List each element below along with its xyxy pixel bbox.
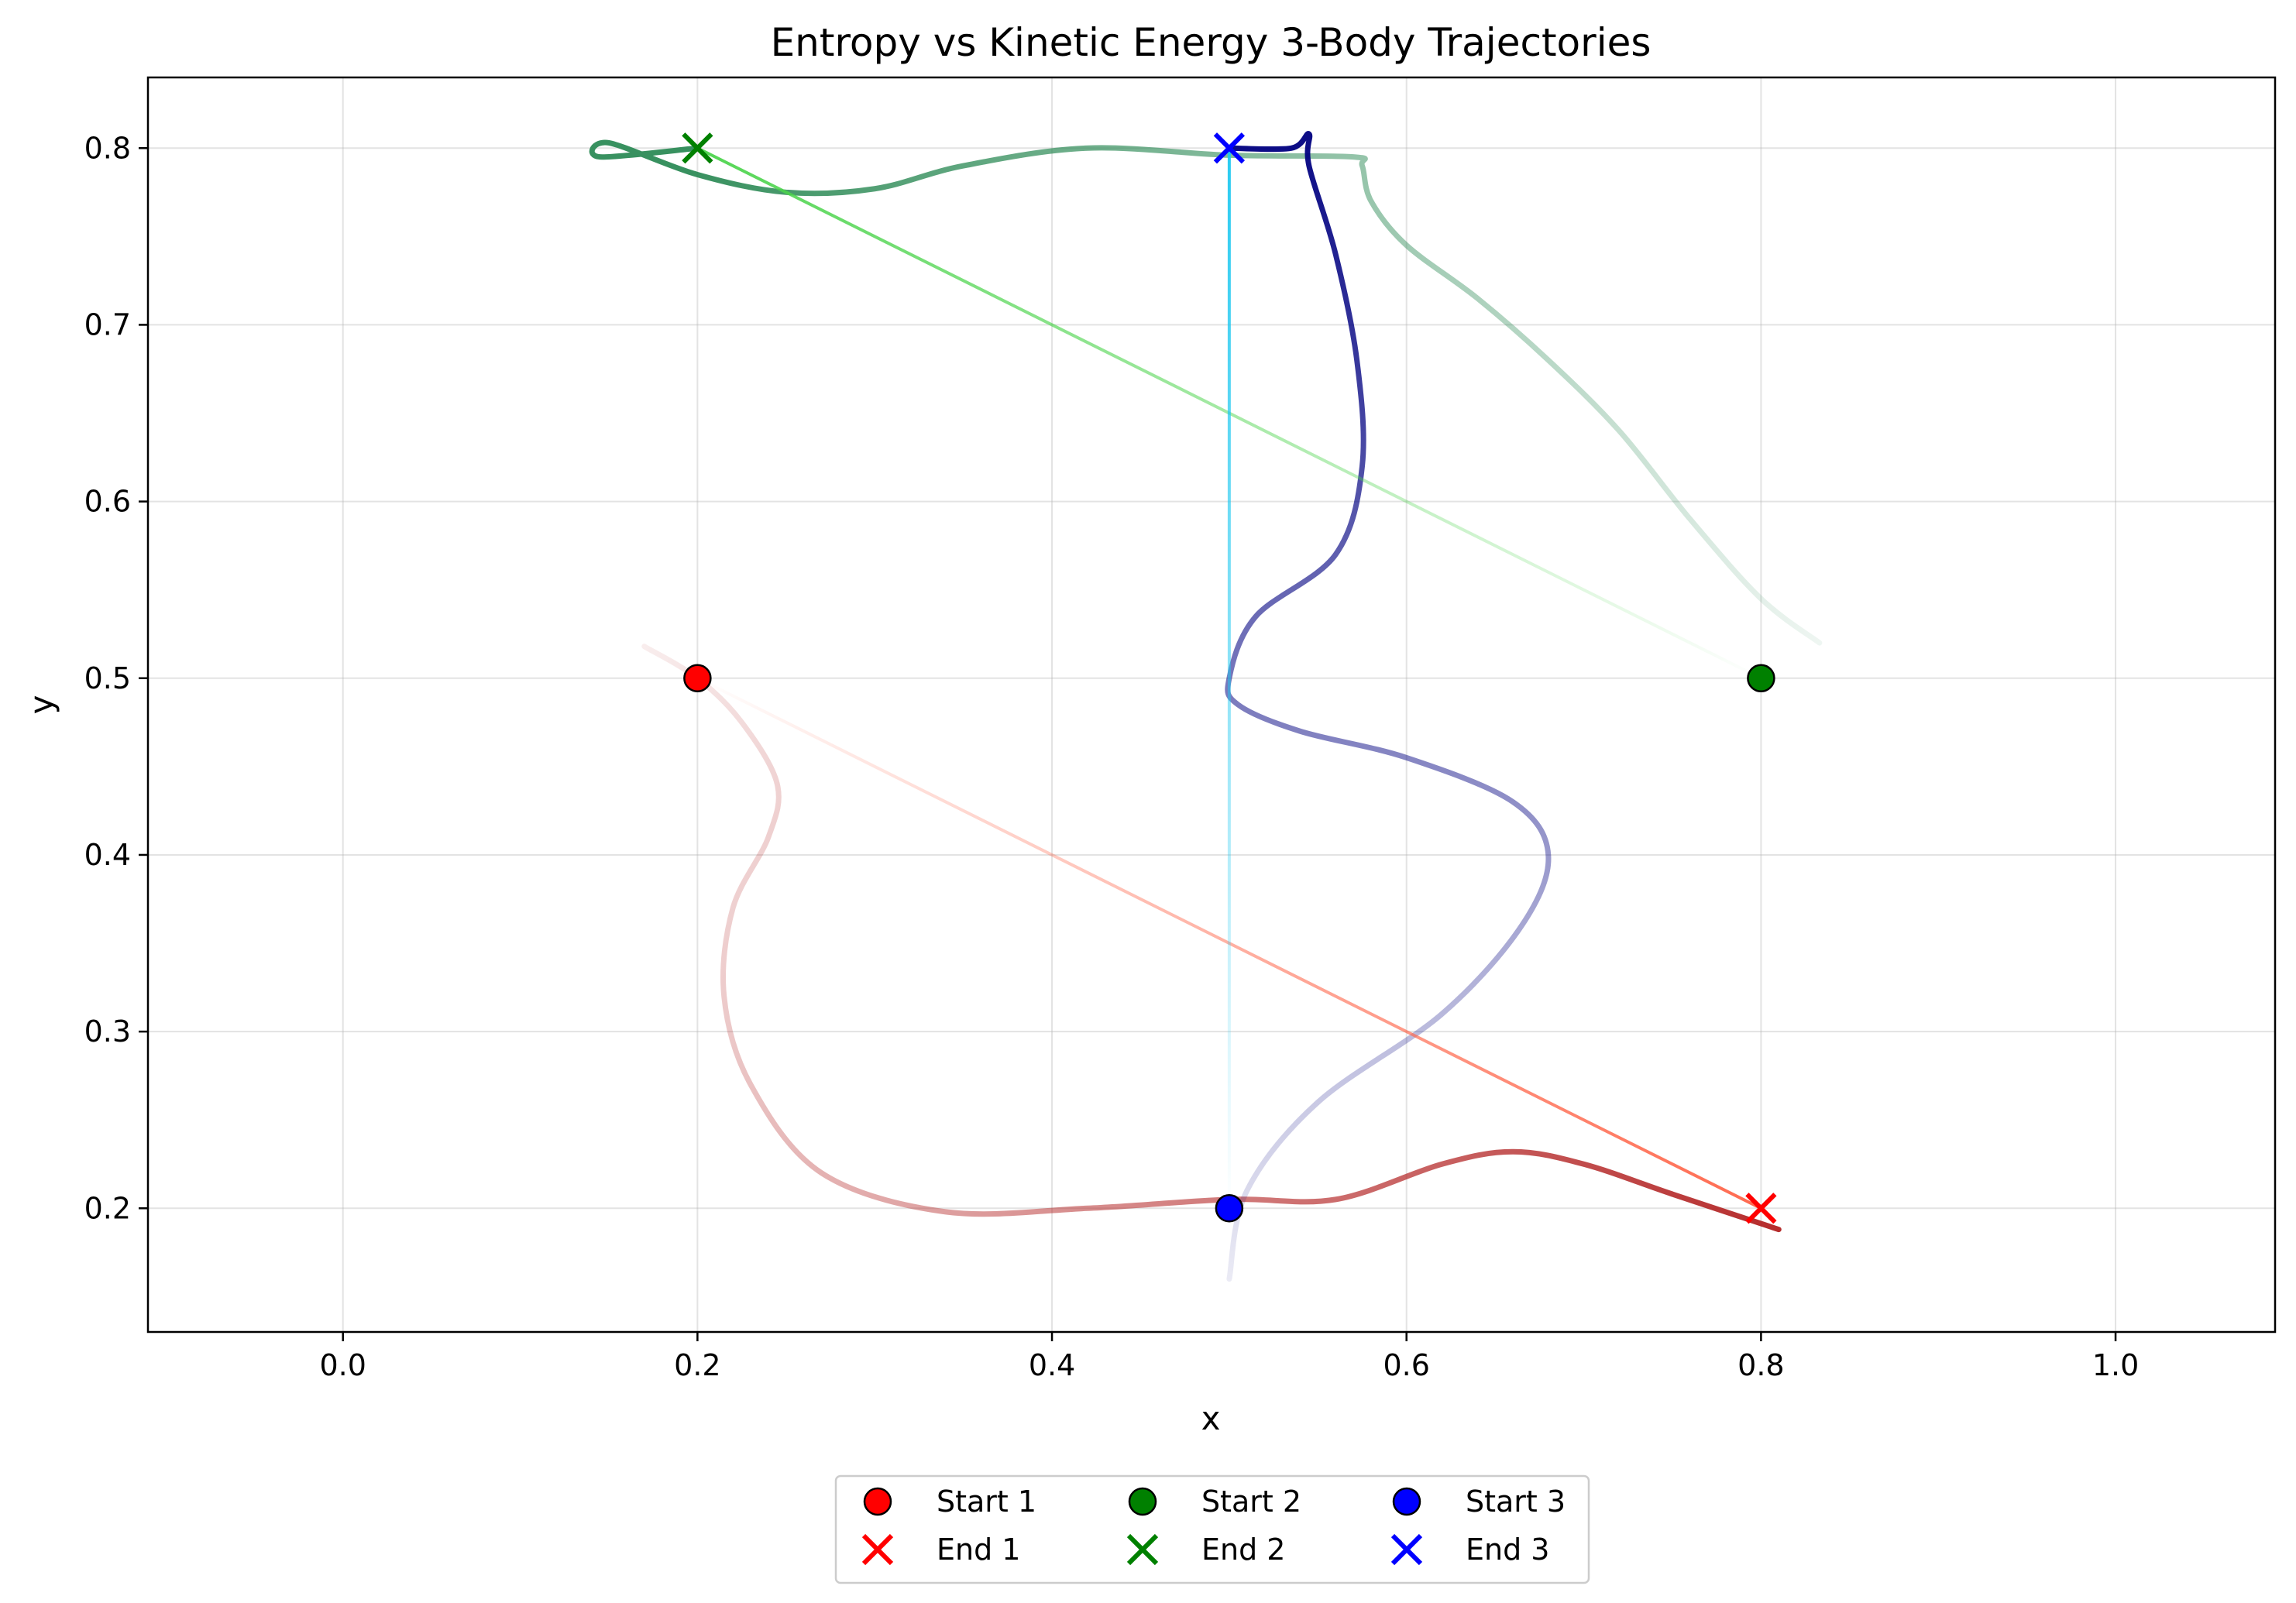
start-marker (1747, 664, 1775, 693)
x-axis: 0.0 0.2 0.4 0.6 0.8 1.0 (319, 1332, 2139, 1382)
plot-frame (146, 76, 2277, 1334)
legend-label: End 1 (937, 1533, 1020, 1567)
x-tick-label: 0.0 (319, 1348, 366, 1382)
y-tick-label: 0.4 (84, 838, 131, 872)
start-marker (683, 664, 712, 693)
y-tick-label: 0.2 (84, 1191, 131, 1225)
trajectory-line (1225, 131, 1552, 1282)
x-tick-label: 0.8 (1737, 1348, 1784, 1382)
legend-label: End 2 (1201, 1533, 1285, 1567)
x-tick-label: 0.6 (1383, 1348, 1429, 1382)
y-tick-label: 0.8 (84, 131, 131, 165)
y-tick-label: 0.5 (84, 661, 131, 695)
x-axis-label: x (1201, 1399, 1221, 1437)
legend-label: End 3 (1466, 1533, 1549, 1567)
end-marker (1745, 1193, 1777, 1224)
x-tick-label: 0.2 (674, 1348, 720, 1382)
legend-label: Start 1 (937, 1485, 1036, 1519)
legend-start-symbol (1392, 1487, 1421, 1516)
y-tick-label: 0.3 (84, 1014, 131, 1049)
trajectory-line (589, 139, 1823, 646)
chart-title: Entropy vs Kinetic Energy 3-Body Traject… (771, 20, 1652, 65)
trajectory-line (641, 644, 1782, 1233)
legend-label: Start 3 (1466, 1485, 1566, 1519)
legend-end-symbol (861, 1533, 894, 1566)
x-tick-label: 0.4 (1029, 1348, 1075, 1382)
y-axis-label: y (22, 695, 60, 715)
x-tick-label: 1.0 (2092, 1348, 2139, 1382)
y-tick-label: 0.6 (84, 485, 131, 519)
end-marker (1213, 132, 1246, 164)
legend: Start 1 End 1 Start 2 End 2 Start 3 End 3 (834, 1474, 1590, 1584)
start-marker (1215, 1194, 1244, 1223)
legend-start-symbol (1128, 1487, 1157, 1516)
y-axis: 0.2 0.3 0.4 0.5 0.6 0.7 0.8 (84, 131, 148, 1225)
y-tick-label: 0.7 (84, 307, 131, 342)
legend-label: Start 2 (1201, 1485, 1301, 1519)
marker-layer (682, 132, 1777, 1224)
legend-end-symbol (1390, 1533, 1423, 1566)
legend-end-symbol (1126, 1533, 1159, 1566)
legend-start-symbol (863, 1487, 892, 1516)
end-marker (682, 132, 713, 164)
plot-area (589, 131, 1823, 1282)
grid (148, 77, 2275, 1332)
